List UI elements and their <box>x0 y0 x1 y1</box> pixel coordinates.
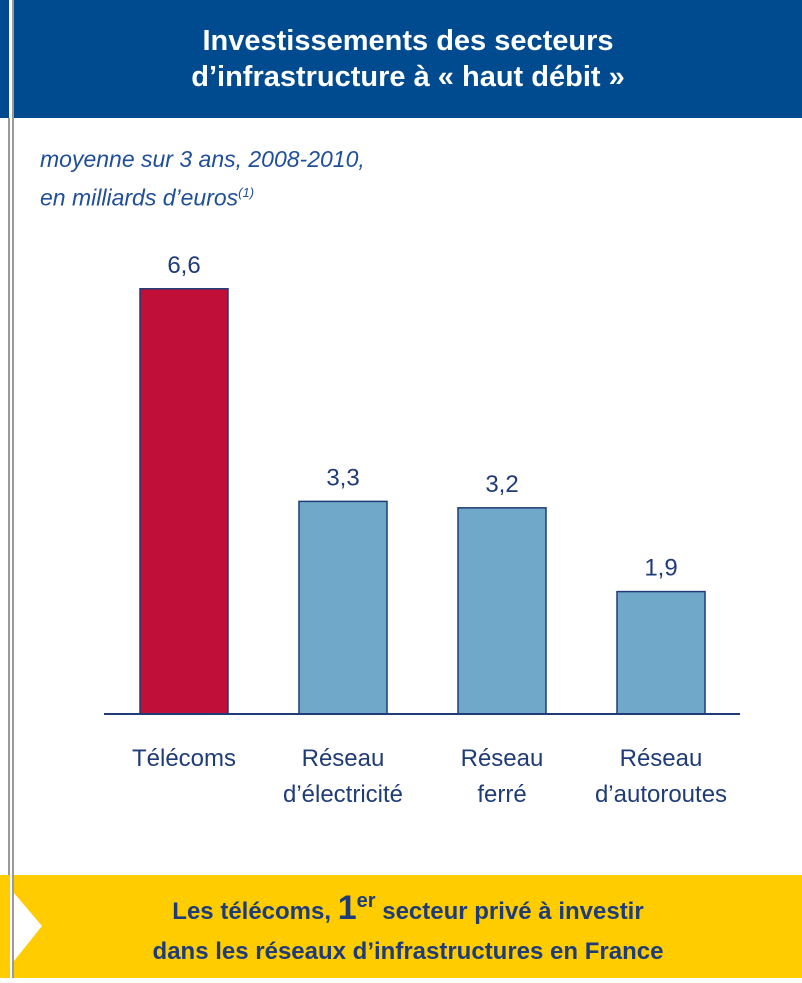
chart-title: Investissements des secteurs d’infrastru… <box>14 0 802 118</box>
side-panel-border <box>8 118 10 875</box>
arrow-icon <box>14 893 42 961</box>
data-label: 6,6 <box>167 252 200 279</box>
footnote-ref: (1) <box>238 185 255 200</box>
footer-band <box>14 875 802 978</box>
x-tick-label: Réseau d’autoroutes <box>595 745 727 808</box>
footer-line: Les télécoms, 1er secteur privé à invest… <box>14 881 802 932</box>
subtitle-line: moyenne sur 3 ans, 2008-2010, <box>40 146 365 172</box>
chart: 6,6 Télécoms 3,3 Réseau d’électricité 3,2 Rése… <box>104 252 740 808</box>
x-tick-label: Réseau d’électricité <box>283 745 403 808</box>
data-label: 1,9 <box>644 555 677 582</box>
panel <box>12 0 802 978</box>
footer-sup: er <box>356 890 376 912</box>
title-line: d’infrastructure à « haut débit » <box>191 61 625 93</box>
side-panel-header <box>0 0 9 118</box>
bar <box>457 507 547 715</box>
footer-text: Les télécoms, 1er secteur privé à invest… <box>14 875 802 978</box>
x-tick-label: Réseau ferré <box>461 745 544 808</box>
footer-text: secteur privé à investir <box>382 898 644 925</box>
footer-number: 1 <box>337 889 357 927</box>
subtitle-text: en milliards d’euros <box>40 184 239 211</box>
title-line: Investissements des secteurs <box>202 25 614 57</box>
footer-text: Les télécoms, <box>172 898 332 925</box>
subtitle-line: en milliards d’euros(1) <box>40 176 365 215</box>
data-label: 3,2 <box>485 471 518 498</box>
subtitle: moyenne sur 3 ans, 2008-2010, en milliar… <box>40 142 365 215</box>
footer-line: dans les réseaux d’infrastructures en Fr… <box>152 938 664 965</box>
side-panel-footer <box>0 875 10 978</box>
bar <box>616 590 706 715</box>
bar <box>139 288 229 715</box>
x-tick-label: Télécoms <box>132 745 236 772</box>
bar <box>298 500 388 715</box>
data-label: 3,3 <box>326 464 359 491</box>
